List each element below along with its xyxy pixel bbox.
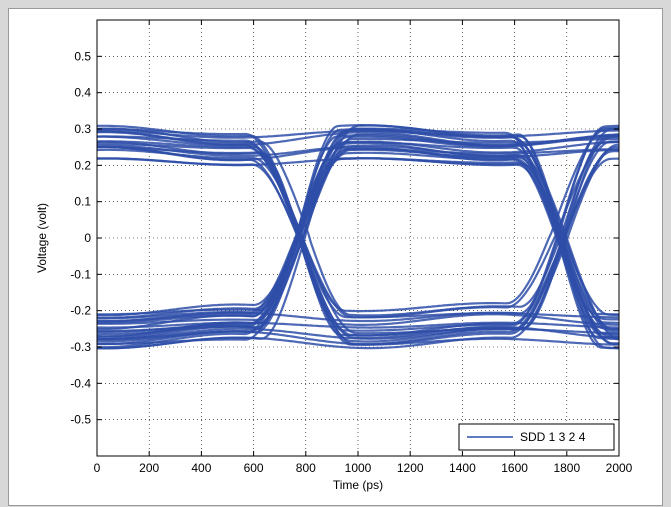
x-tick-label: 1800 — [553, 461, 580, 475]
legend-label: SDD 1 3 2 4 — [520, 430, 586, 444]
traces — [96, 124, 620, 350]
y-tick-label: 0.4 — [74, 86, 91, 100]
x-tick-label: 400 — [191, 461, 211, 475]
y-tick-label: -0.1 — [70, 267, 91, 281]
y-tick-label: 0.1 — [74, 195, 91, 209]
eye-diagram-chart: 0 200 400 600 800 1000 1200 1400 1600 1800 2000 -0.… — [35, 19, 633, 492]
eye-trace — [97, 134, 620, 325]
eye-trace — [97, 157, 620, 350]
x-tick-label: 800 — [296, 461, 316, 475]
x-tick-label: 200 — [139, 461, 159, 475]
y-tick-label: -0.2 — [70, 304, 91, 318]
x-tick-label: 1400 — [449, 461, 476, 475]
eye-trace — [97, 128, 620, 336]
y-tick-label: 0 — [84, 231, 91, 245]
y-axis-title: Voltage (volt) — [35, 203, 49, 273]
y-tick-label: 0.5 — [74, 49, 91, 63]
eye-trace — [96, 131, 620, 350]
eye-trace — [97, 146, 619, 326]
eye-trace — [96, 148, 620, 323]
x-tick-label: 0 — [94, 461, 101, 475]
eye-trace — [96, 124, 619, 332]
eye-trace — [96, 127, 620, 317]
x-axis-title: Time (ps) — [333, 478, 383, 492]
y-tick-label: -0.4 — [70, 376, 91, 390]
eye-trace — [96, 133, 620, 340]
x-tick-label: 600 — [244, 461, 264, 475]
y-tick-label: 0.3 — [74, 122, 91, 136]
y-tick-label: -0.5 — [70, 413, 91, 427]
y-tick-label: 0.2 — [74, 158, 91, 172]
x-tick-label: 2000 — [606, 461, 633, 475]
figure-window: 0 200 400 600 800 1000 1200 1400 1600 1800 2000 -0.… — [8, 8, 663, 506]
eye-trace — [96, 140, 619, 343]
eye-trace — [97, 137, 619, 349]
y-tick-label: -0.3 — [70, 340, 91, 354]
ticks: 0 200 400 600 800 1000 1200 1400 1600 1800 2000 -0.… — [70, 20, 633, 475]
x-tick-label: 1600 — [501, 461, 528, 475]
legend: SDD 1 3 2 4 — [458, 423, 615, 451]
x-tick-label: 1200 — [397, 461, 424, 475]
x-tick-label: 1000 — [345, 461, 372, 475]
